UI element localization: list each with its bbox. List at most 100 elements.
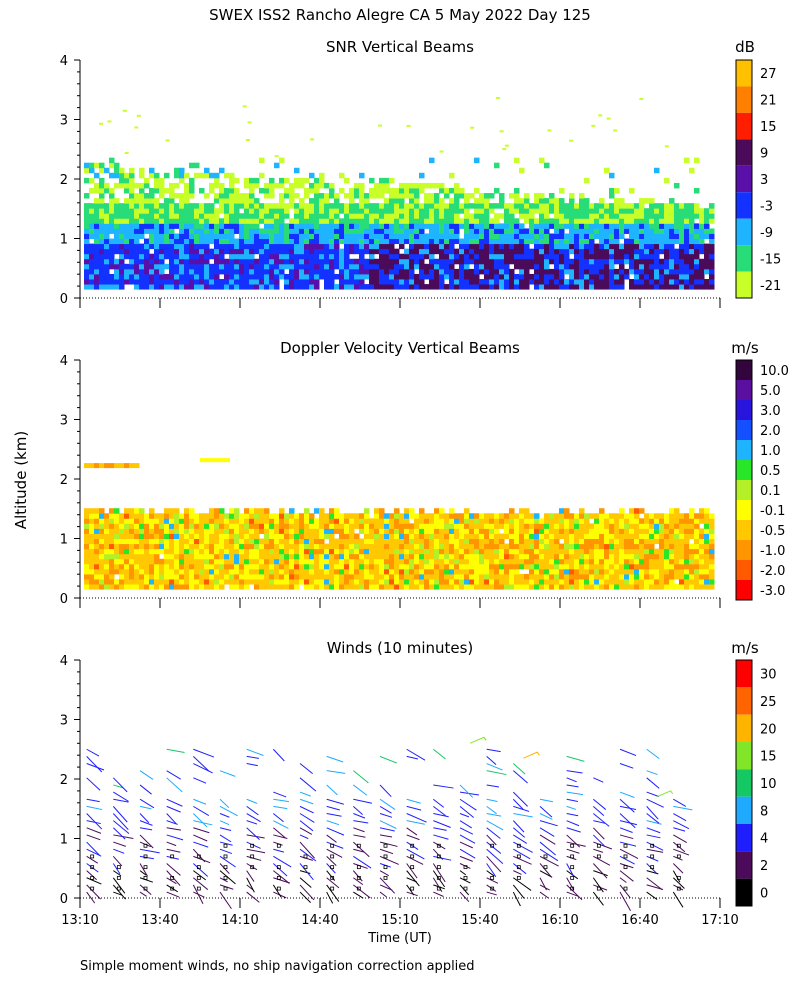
doppler-cell [329, 518, 335, 524]
snr-cell [444, 258, 450, 265]
snr-cell [509, 213, 515, 219]
doppler-cell [504, 553, 510, 560]
snr-cell [109, 187, 115, 194]
snr-cell [564, 208, 570, 214]
doppler-cell [689, 523, 695, 529]
wind-barb [432, 863, 446, 883]
snr-cell [414, 273, 420, 280]
snr-cell [529, 263, 535, 270]
snr-cell [484, 258, 490, 265]
doppler-cell [384, 584, 390, 590]
doppler-cell [624, 533, 630, 539]
doppler-cell [159, 568, 165, 575]
doppler-cell [489, 568, 495, 575]
snr-cell [129, 279, 135, 285]
snr-cell [179, 218, 185, 224]
doppler-cell [459, 553, 465, 560]
doppler-cell [119, 563, 125, 570]
doppler-cell [624, 584, 630, 590]
snr-cell [604, 279, 610, 285]
wind-barb [166, 848, 181, 853]
doppler-cell [464, 513, 470, 519]
snr-cell [544, 268, 550, 275]
doppler-cell [469, 568, 475, 575]
snr-cell [309, 203, 315, 209]
low-altitude-marker [356, 865, 361, 870]
snr-cell [564, 213, 570, 219]
snr-cell [379, 213, 385, 219]
doppler-cell [479, 513, 485, 519]
doppler-cell [164, 579, 170, 585]
doppler-cell [484, 523, 490, 529]
doppler-cell [184, 533, 190, 539]
doppler-cell [559, 518, 565, 524]
snr-cell [569, 213, 575, 219]
snr-cell [309, 187, 315, 194]
snr-cell [359, 238, 365, 245]
wind-barb [113, 834, 134, 839]
doppler-cell [464, 558, 470, 565]
doppler-cell [234, 528, 240, 534]
doppler-cell [324, 528, 330, 534]
snr-cell [304, 213, 310, 219]
snr-cell [264, 279, 270, 285]
doppler-cell [354, 518, 360, 524]
doppler-cell [264, 508, 270, 514]
snr-cell [499, 193, 505, 199]
snr-cell [154, 233, 160, 239]
doppler-cell [139, 513, 145, 519]
snr-cell [114, 268, 120, 275]
wind-barb [406, 863, 418, 879]
snr-cell [274, 243, 280, 250]
doppler-cell [134, 573, 140, 580]
snr-cell [179, 177, 185, 184]
wind-barb [673, 805, 693, 811]
doppler-cell [469, 558, 475, 565]
snr-cell [699, 263, 705, 270]
snr-cell [479, 193, 485, 199]
snr-cell [509, 238, 515, 245]
doppler-cell [379, 523, 385, 529]
doppler-cell [594, 553, 600, 560]
snr-cell [424, 213, 430, 219]
low-altitude-marker [436, 886, 441, 891]
snr-cell [409, 268, 415, 275]
snr-cell [244, 243, 250, 250]
snr-cell [104, 213, 110, 219]
snr-cell [89, 218, 95, 224]
doppler-cell [164, 533, 170, 539]
doppler-cell [559, 558, 565, 565]
wind-barb [86, 827, 102, 834]
doppler-cell [109, 573, 115, 580]
snr-cell [134, 228, 140, 234]
wind-barb [353, 770, 369, 784]
snr-cell [329, 223, 335, 229]
snr-cell [689, 228, 695, 234]
snr-cell [84, 208, 90, 214]
doppler-cell [354, 543, 360, 550]
doppler-cell [159, 533, 165, 539]
snr-cell [664, 243, 670, 250]
snr-cell [259, 172, 265, 179]
snr-cell [704, 258, 710, 265]
colorbar-label: 3.0 [760, 404, 781, 419]
doppler-cell [534, 528, 540, 534]
wind-barb [353, 891, 364, 899]
doppler-cell [689, 563, 695, 570]
snr-cell [639, 268, 645, 275]
wind-barb [299, 863, 314, 881]
snr-cell [549, 279, 555, 285]
snr-cell [474, 279, 480, 285]
doppler-cell [414, 563, 420, 570]
snr-cell [179, 253, 185, 260]
doppler-cell [299, 523, 305, 529]
snr-cell [499, 228, 505, 234]
doppler-cell [624, 553, 630, 560]
wind-barb [326, 834, 337, 843]
snr-cell [634, 268, 640, 275]
snr-cell [164, 243, 170, 250]
doppler-cell [449, 508, 455, 514]
snr-cell [509, 284, 515, 290]
snr-cell [684, 203, 690, 209]
snr-cell [314, 187, 320, 194]
